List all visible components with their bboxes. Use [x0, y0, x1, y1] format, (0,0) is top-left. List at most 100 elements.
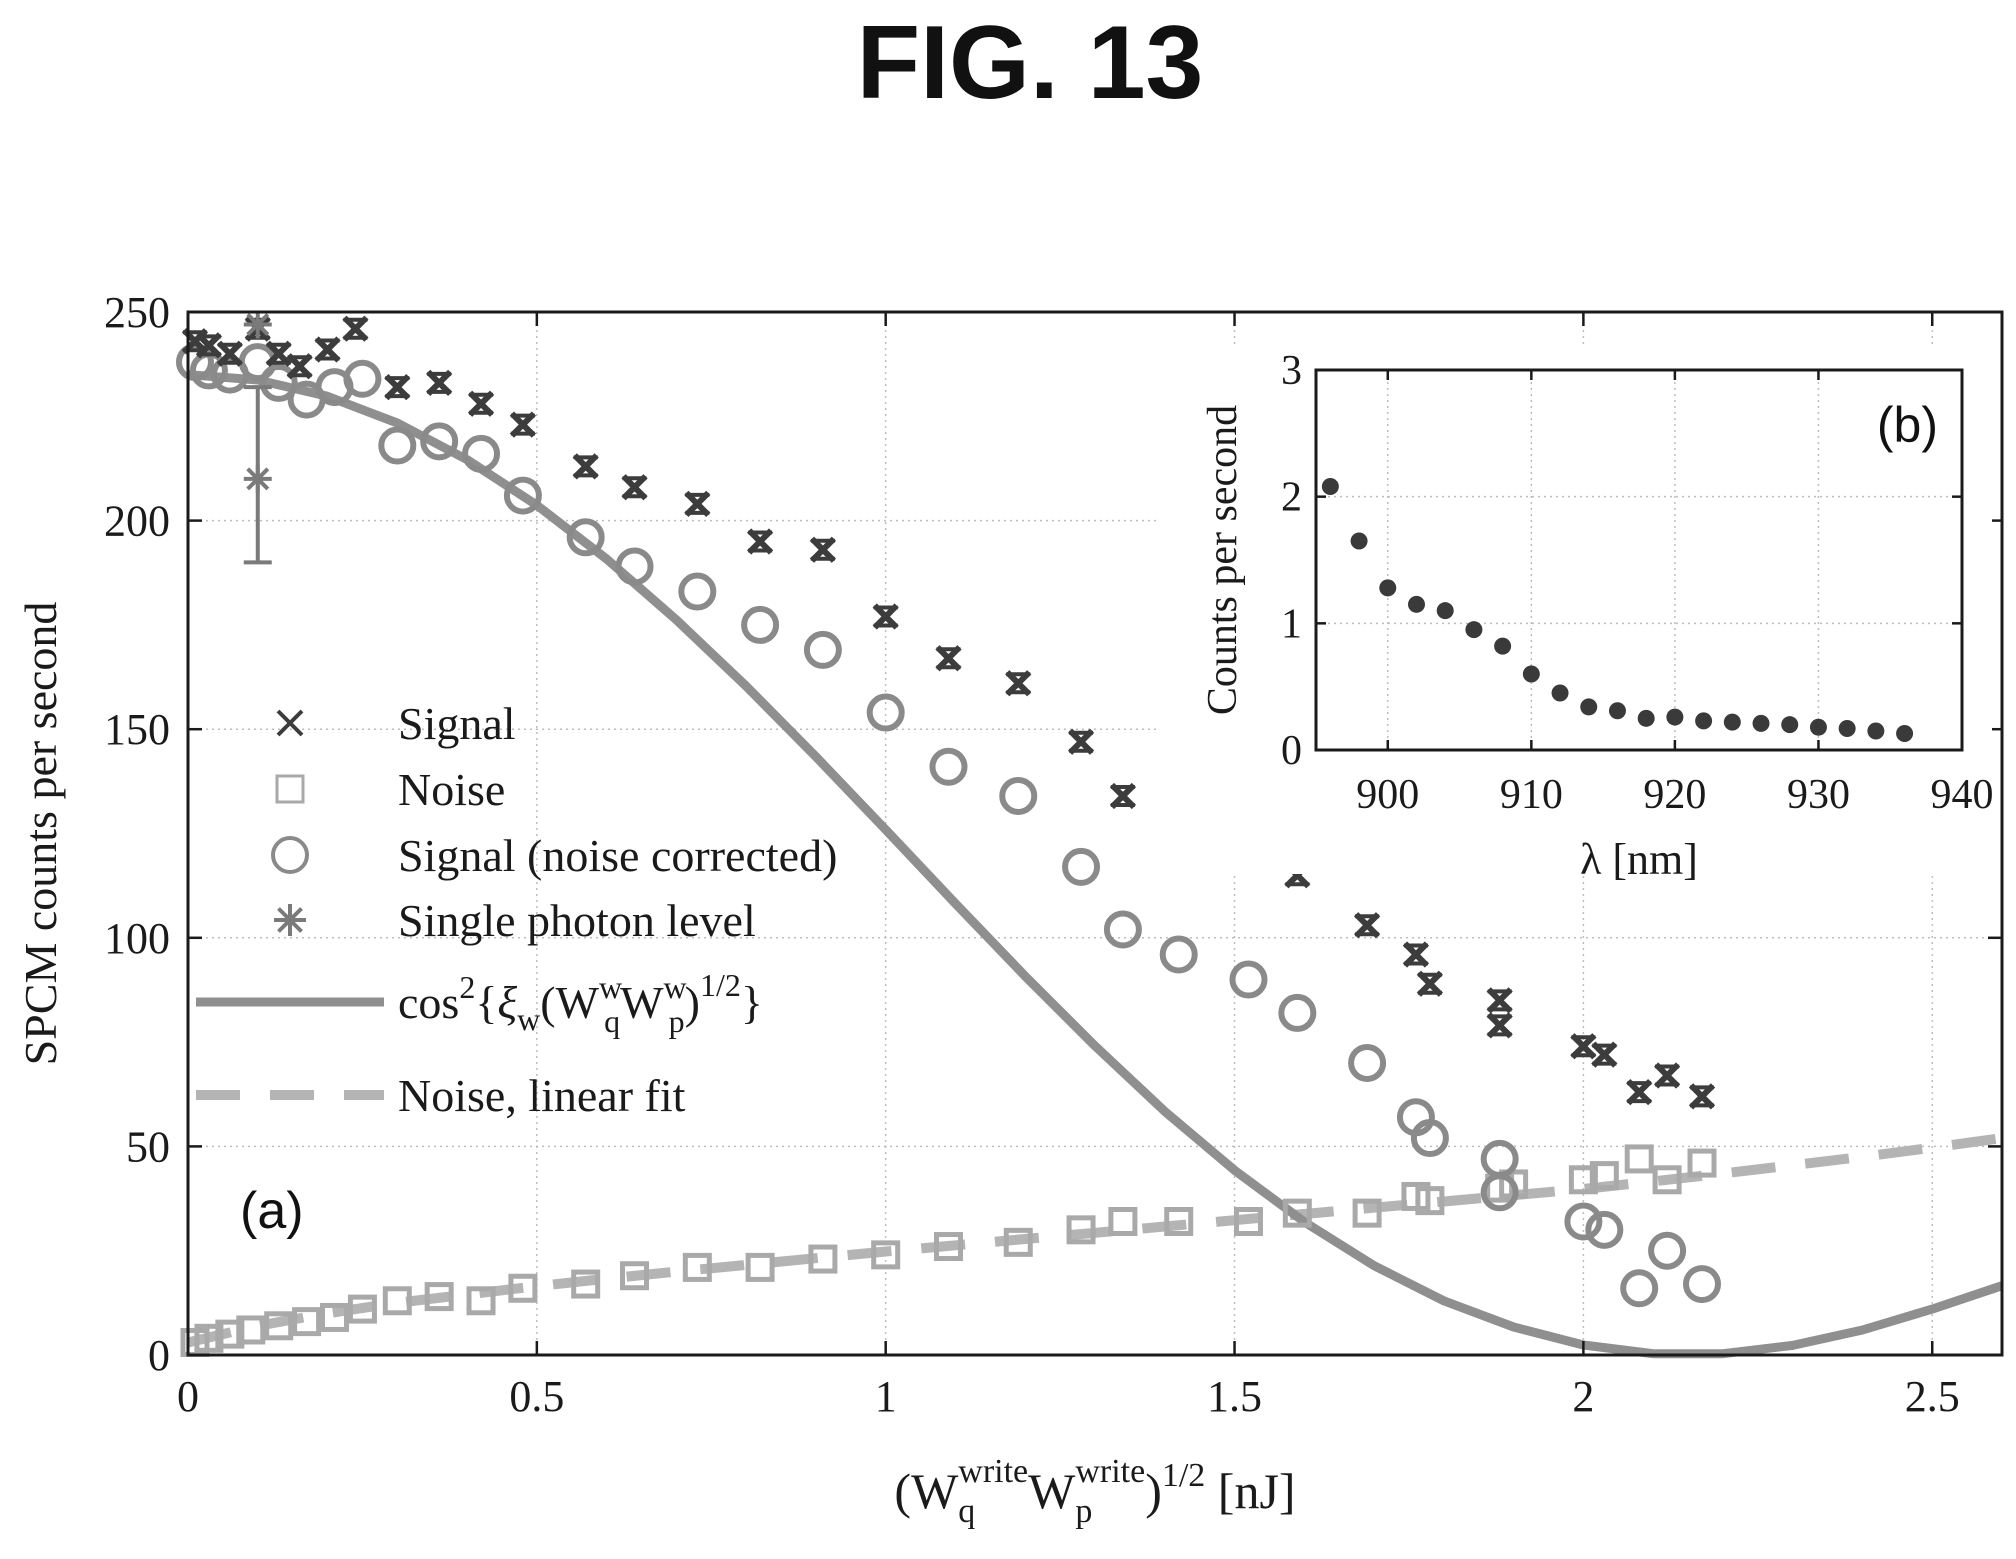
legend-corrected-label: Signal (noise corrected) — [398, 830, 837, 881]
x-tick-label: 2.5 — [1905, 1372, 1960, 1421]
noise-point — [1589, 1161, 1619, 1191]
y-axis-label: SPCM counts per second — [15, 602, 66, 1066]
inset-y-tick-label: 0 — [1281, 728, 1302, 774]
corrected-signal-point — [803, 630, 842, 669]
noise-point — [1233, 1206, 1263, 1236]
signal-point — [746, 528, 774, 555]
inset-x-tick-label: 930 — [1787, 772, 1850, 818]
corrected-signal-point — [615, 547, 654, 586]
corrected-signal-point — [929, 747, 968, 786]
inset-x-tick-label: 910 — [1500, 772, 1563, 818]
panel-label-b: (b) — [1877, 397, 1938, 453]
noise-point — [1352, 1198, 1382, 1228]
signal-point — [1486, 1012, 1513, 1039]
inset-data-point — [1723, 713, 1741, 731]
signal-point — [1416, 970, 1444, 997]
signal-point — [1109, 782, 1137, 810]
corrected-signal-point — [1480, 1173, 1519, 1212]
signal-point — [1353, 912, 1381, 939]
inset-chart: 900 910 920 930 940 0 1 2 3 Counts per second λ [n… — [1156, 344, 1994, 884]
signal-point — [1653, 1062, 1681, 1089]
signal-point — [1688, 1083, 1716, 1110]
noise-point — [745, 1252, 775, 1282]
noise-point — [1568, 1165, 1598, 1195]
signal-point — [935, 645, 962, 672]
signal-point — [195, 332, 223, 359]
noise-point — [508, 1273, 538, 1303]
inset-x-tick-label: 920 — [1643, 772, 1706, 818]
legend-signal-marker — [276, 709, 304, 737]
noise-point — [1624, 1144, 1654, 1174]
inset-data-point — [1637, 709, 1655, 727]
inset-data-point — [1809, 718, 1827, 736]
legend-noise-label: Noise — [398, 764, 505, 815]
inset-data-point — [1522, 665, 1540, 683]
inset-data-point — [1867, 722, 1885, 740]
signal-point — [1570, 1033, 1597, 1060]
corrected-signal-point — [462, 434, 501, 473]
noise-point — [215, 1319, 245, 1349]
inset-data-point — [1494, 637, 1512, 655]
inset-data-point — [1551, 684, 1569, 702]
y-tick-label: 150 — [104, 705, 170, 754]
corrected-signal-point — [999, 776, 1038, 815]
signal-point — [342, 315, 369, 342]
inset-data-point — [1896, 725, 1914, 743]
corrected-signal-point — [866, 693, 905, 732]
noise-point — [264, 1311, 294, 1341]
noise-point — [1108, 1206, 1138, 1236]
corrected-signal-point — [741, 605, 780, 644]
signal-point — [1067, 728, 1095, 755]
marker-stroke — [277, 907, 303, 933]
corrected-signal-point — [1648, 1231, 1687, 1270]
plot-frame — [186, 310, 2004, 1357]
x-tick-label: 1 — [875, 1372, 897, 1421]
single-photon-point — [243, 310, 272, 339]
noise-point — [424, 1282, 454, 1312]
noise-point — [1415, 1186, 1445, 1216]
corrected-signal-point — [678, 572, 717, 611]
signal-point — [621, 474, 648, 501]
inset-x-axis-label: λ [nm] — [1580, 835, 1698, 884]
noise-point — [1282, 1198, 1312, 1228]
main-chart: 0 0.5 1 1.5 2 2.5 0 50 100 150 200 250 SPCM counts p… — [15, 288, 2004, 1530]
inset-data-point — [1580, 698, 1598, 716]
y-tick-label: 50 — [126, 1122, 170, 1171]
x-tick-label: 0 — [177, 1372, 199, 1421]
corrected-signal-point — [1278, 993, 1317, 1032]
corrected-signal-point — [1062, 847, 1101, 886]
noise-point — [292, 1307, 322, 1337]
noise-point — [933, 1232, 963, 1262]
x-tick-label: 0.5 — [509, 1372, 564, 1421]
legend-cos2-fit-label: cos2{ξw(Ww qWw p)1/2} — [398, 967, 763, 1039]
inset-y-tick-label: 2 — [1281, 475, 1302, 521]
single-photon-point — [243, 464, 272, 493]
noise-point — [466, 1286, 496, 1316]
marker-stroke — [276, 709, 304, 737]
signal-point — [467, 390, 495, 417]
inset-x-tick-label: 940 — [1931, 772, 1994, 818]
inset-y-tick-label: 1 — [1281, 601, 1302, 647]
signal-point — [286, 353, 313, 380]
inset-data-point — [1436, 602, 1454, 620]
inset-data-point — [1379, 579, 1397, 597]
noise-point — [1164, 1206, 1194, 1236]
noise-point — [320, 1302, 350, 1332]
inset-y-axis-label: Counts per second — [1200, 405, 1246, 715]
corrected-signal-point — [1620, 1269, 1659, 1308]
corrected-signal-point — [1682, 1265, 1721, 1304]
inset-data-point — [1695, 712, 1713, 730]
inset-data-point — [1608, 702, 1626, 720]
noise-point — [1652, 1165, 1682, 1195]
legend-corrected-marker — [271, 836, 309, 874]
x-axis-label: (WqwriteWpwrite)1/2 [nJ] — [894, 1453, 1295, 1530]
inset-y-tick-label: 3 — [1281, 348, 1302, 394]
inset-frame — [1314, 368, 1964, 752]
signal-point — [572, 453, 599, 480]
corrected-signal-point — [1103, 910, 1142, 949]
signal-point — [314, 336, 341, 363]
corrected-signal-point — [503, 476, 542, 515]
y-tick-label: 250 — [104, 288, 170, 337]
corrected-signal-point — [1564, 1202, 1603, 1241]
